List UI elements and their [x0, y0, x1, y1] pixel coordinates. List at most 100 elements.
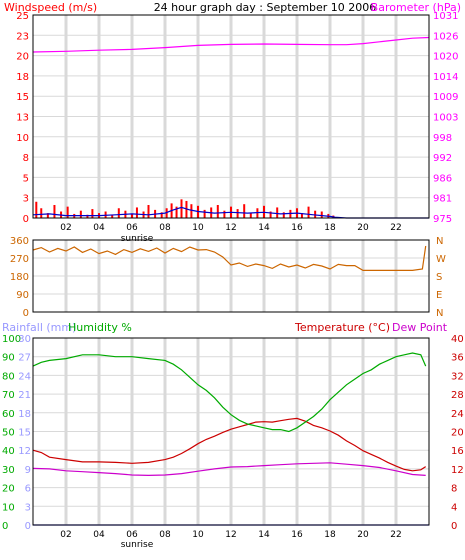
hour-tick-label: 22: [390, 530, 401, 540]
windspeed-tick-label: 10: [16, 133, 29, 144]
rainfall-tick-label: 12: [18, 446, 31, 457]
direction-tick-label: 90: [16, 290, 29, 301]
direction-frame: [32, 239, 430, 313]
hour-tick-label: 10: [192, 530, 204, 540]
hour-tick-label: 10: [192, 223, 204, 233]
temp-hum-tick-labels: 0102030405060708090100036912151821242730…: [2, 334, 464, 540]
hour-tick-label: 08: [159, 223, 171, 233]
compass-tick-label: N: [436, 308, 443, 319]
hour-tick-label: 12: [225, 223, 236, 233]
temperature-tick-label: 28: [451, 390, 464, 401]
sunrise-label-bottom: sunrise: [121, 540, 154, 550]
windspeed-tick-label: 3: [23, 194, 29, 205]
windspeed-tick-label: 15: [16, 92, 29, 103]
windspeed-tick-label: 0: [23, 214, 29, 225]
barometer-line: [32, 36, 430, 53]
rainfall-tick-label: 9: [25, 465, 31, 476]
humidity-tick-label: 0: [2, 521, 8, 532]
direction-tick-label: 180: [10, 272, 29, 283]
temperature-tick-label: 36: [451, 353, 464, 364]
hour-tick-label: 08: [159, 530, 171, 540]
temperature-tick-label: 4: [451, 502, 457, 513]
hour-tick-label: 02: [60, 223, 71, 233]
wind-baro-tick-labels: 0358101315182023259759819869929981003100…: [16, 11, 458, 233]
temperature-tick-label: 24: [451, 409, 464, 420]
windspeed-tick-label: 23: [16, 31, 29, 42]
compass-tick-label: E: [436, 290, 442, 301]
barometer-tick-label: 1003: [433, 113, 458, 124]
wind-baro-series: [32, 36, 430, 219]
compass-tick-label: W: [436, 254, 446, 265]
temperature-tick-label: 8: [451, 484, 457, 495]
rainfall-tick-label: 15: [18, 428, 31, 439]
humidity-tick-label: 60: [2, 409, 15, 420]
rainfall-tick-label: 30: [18, 334, 31, 345]
windspeed-tick-label: 8: [23, 153, 29, 164]
rainfall-tick-label: 21: [18, 390, 31, 401]
hour-tick-label: 16: [291, 530, 303, 540]
barometer-tick-label: 1009: [433, 92, 458, 103]
windspeed-tick-label: 5: [23, 173, 29, 184]
wind-baro-frame: [32, 14, 430, 219]
temperature-tick-label: 20: [451, 428, 464, 439]
hour-tick-label: 04: [93, 223, 105, 233]
graph-title: 24 hour graph day : September 10 2006: [154, 1, 377, 14]
direction-tick-label: 270: [10, 254, 29, 265]
rainfall-axis-label: Rainfall (mm): [2, 321, 76, 334]
windspeed-tick-label: 20: [16, 52, 29, 63]
rainfall-tick-label: 24: [18, 371, 31, 382]
temperature-tick-label: 0: [451, 521, 457, 532]
hour-tick-label: 14: [258, 223, 270, 233]
wind-direction-line: [32, 245, 427, 271]
barometer-tick-label: 1014: [433, 72, 458, 83]
barometer-tick-label: 998: [433, 133, 452, 144]
hour-tick-label: 06: [126, 223, 138, 233]
rainfall-tick-label: 18: [18, 409, 31, 420]
direction-series: [32, 245, 427, 271]
barometer-tick-label: 1031: [433, 11, 458, 22]
rainfall-tick-label: 0: [25, 521, 31, 532]
hour-tick-label: 20: [357, 530, 369, 540]
wind-baro-panel: Windspeed (m/s) 24 hour graph day : Sept…: [4, 1, 461, 244]
barometer-tick-label: 1020: [433, 52, 458, 63]
compass-tick-label: N: [436, 236, 443, 247]
humidity-tick-label: 30: [2, 465, 15, 476]
hour-tick-label: 02: [60, 530, 71, 540]
hour-tick-label: 04: [93, 530, 105, 540]
temp-hum-panel: Rainfall (mm) Humidity % Temperature (°C…: [2, 321, 464, 550]
windspeed-tick-label: 25: [16, 11, 29, 22]
rainfall-tick-label: 6: [25, 484, 31, 495]
wind-baro-grid: [33, 15, 429, 218]
barometer-tick-label: 981: [433, 194, 452, 205]
temp-hum-frame: [32, 337, 430, 526]
humidity-tick-label: 20: [2, 484, 15, 495]
direction-grid: [33, 240, 429, 312]
hour-tick-label: 06: [126, 530, 138, 540]
dewpoint-axis-label: Dew Point: [392, 321, 448, 334]
temperature-tick-label: 16: [451, 446, 464, 457]
temp-hum-grid: [33, 338, 429, 525]
humidity-tick-label: 10: [2, 502, 15, 513]
humidity-tick-label: 80: [2, 371, 15, 382]
direction-tick-label: 360: [10, 236, 29, 247]
temperature-axis-label: Temperature (°C): [294, 321, 390, 334]
direction-tick-label: 0: [23, 308, 29, 319]
humidity-axis-label: Humidity %: [68, 321, 132, 334]
barometer-tick-label: 986: [433, 173, 452, 184]
hour-tick-label: 16: [291, 223, 303, 233]
humidity-tick-label: 90: [2, 353, 15, 364]
humidity-tick-label: 100: [2, 334, 21, 345]
hour-tick-label: 12: [225, 530, 236, 540]
humidity-tick-label: 50: [2, 428, 15, 439]
temperature-tick-label: 12: [451, 465, 464, 476]
barometer-tick-label: 975: [433, 214, 452, 225]
sunrise-label-top: sunrise: [121, 234, 154, 244]
windspeed-axis-label: Windspeed (m/s): [4, 1, 97, 14]
barometer-tick-label: 992: [433, 153, 452, 164]
rainfall-tick-label: 3: [25, 502, 31, 513]
barometer-tick-label: 1026: [433, 31, 458, 42]
humidity-line: [32, 352, 427, 433]
